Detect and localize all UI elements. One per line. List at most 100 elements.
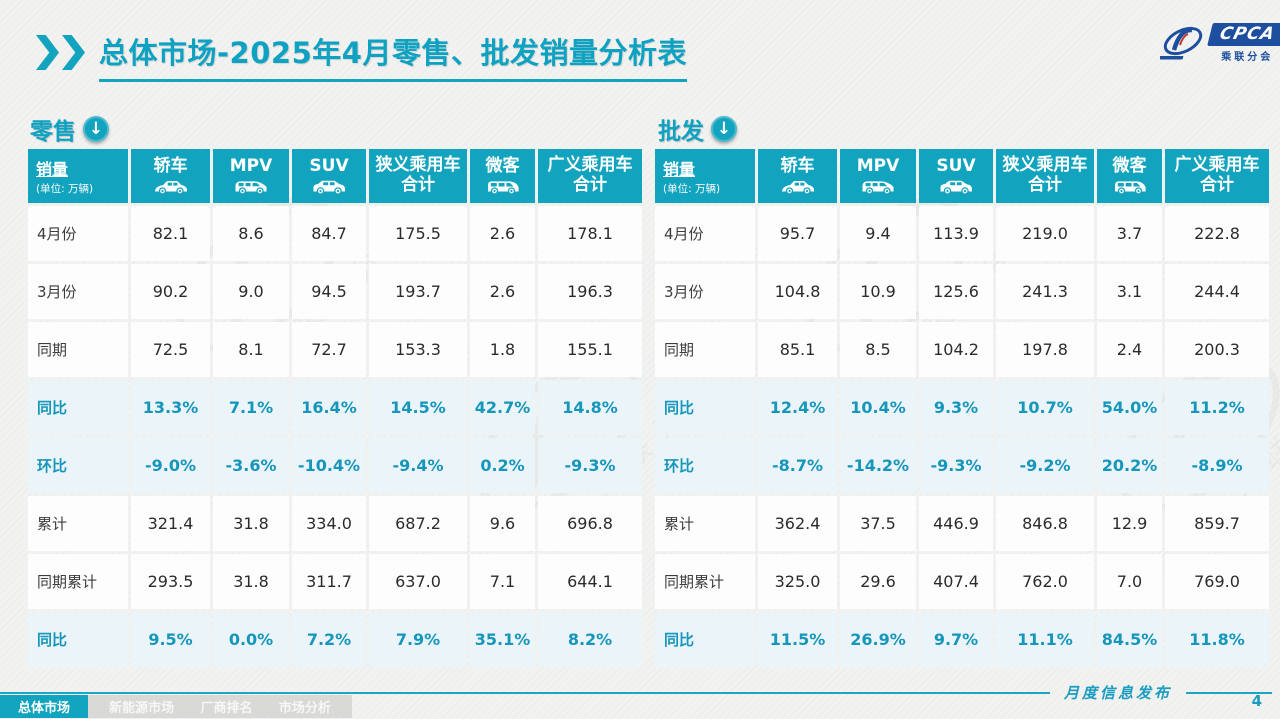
table-cell: 687.2 [369, 496, 467, 551]
table-cell: 14.8% [538, 380, 642, 435]
footer-rule-left [0, 691, 1050, 694]
table-cell: 155.1 [538, 322, 642, 377]
retail-header-row: 销量 (单位: 万辆) 轿车 MPV SUV 狭义乘用车 合计 微客 [28, 149, 642, 203]
table-cell: 362.4 [758, 496, 837, 551]
sedan-icon [780, 178, 816, 195]
table-cell: 3.7 [1097, 206, 1162, 261]
table-cell: 72.5 [131, 322, 210, 377]
table-cell: 11.5% [758, 612, 837, 667]
row-label: 同比 [28, 612, 128, 667]
sales-volume-header: 销量 (单位: 万辆) [28, 149, 128, 203]
table-cell: 95.7 [758, 206, 837, 261]
cpca-swoosh-icon [1160, 26, 1203, 60]
table-cell: 859.7 [1165, 496, 1269, 551]
row-label: 同期累计 [655, 554, 755, 609]
row-label: 累计 [28, 496, 128, 551]
table-cell: 26.9% [840, 612, 916, 667]
table-cell: 54.0% [1097, 380, 1162, 435]
tab-overall-market[interactable]: 总体市场 [0, 695, 88, 718]
table-row: 同比 9.5% 0.0% 7.2% 7.9% 35.1% 8.2% [28, 612, 642, 667]
table-cell: -9.3% [919, 438, 993, 493]
footer-rule: 月度信息发布 [0, 682, 1280, 703]
page-title-rest: -2025年4月零售、批发销量分析表 [217, 36, 687, 70]
table-row: 环比 -9.0% -3.6% -10.4% -9.4% 0.2% -9.3% [28, 438, 642, 493]
table-cell: 7.0 [1097, 554, 1162, 609]
retail-section-label: 零售 [30, 112, 109, 146]
tab-oem-ranking[interactable]: 厂商排名 [200, 701, 253, 716]
wholesale-section-title: 批发 [658, 119, 704, 145]
table-row: 同比 13.3% 7.1% 16.4% 14.5% 42.7% 14.8% [28, 380, 642, 435]
table-cell: 196.3 [538, 264, 642, 319]
row-label: 同比 [655, 380, 755, 435]
tab-nev-market[interactable]: 新能源市场 [109, 701, 175, 716]
table-cell: 219.0 [996, 206, 1094, 261]
column-header-sedan: 轿车 [131, 149, 210, 203]
table-cell: 222.8 [1165, 206, 1269, 261]
row-label: 累计 [655, 496, 755, 551]
row-label: 同期 [28, 322, 128, 377]
table-cell: 7.2% [292, 612, 366, 667]
table-cell: 72.7 [292, 322, 366, 377]
row-label: 同期 [655, 322, 755, 377]
table-cell: 7.9% [369, 612, 467, 667]
retail-section-title: 零售 [30, 119, 76, 145]
table-row: 累计 321.4 31.8 334.0 687.2 9.6 696.8 [28, 496, 642, 551]
column-header-sedan: 轿车 [758, 149, 837, 203]
table-cell: 10.4% [840, 380, 916, 435]
table-cell: 31.8 [213, 554, 289, 609]
table-cell: -9.2% [996, 438, 1094, 493]
table-cell: 84.7 [292, 206, 366, 261]
table-cell: 13.3% [131, 380, 210, 435]
table-cell: 10.7% [996, 380, 1094, 435]
mpv-icon [860, 178, 896, 195]
table-cell: 7.1 [470, 554, 535, 609]
table-cell: 125.6 [919, 264, 993, 319]
table-cell: 193.7 [369, 264, 467, 319]
chevron-right-icon [36, 35, 59, 70]
table-cell: -8.9% [1165, 438, 1269, 493]
table-row: 同期累计 293.5 31.8 311.7 637.0 7.1 644.1 [28, 554, 642, 609]
column-header-suv: SUV [919, 149, 993, 203]
column-header-narrow-pv-total: 狭义乘用车 合计 [369, 149, 467, 203]
table-cell: 311.7 [292, 554, 366, 609]
table-cell: 14.5% [369, 380, 467, 435]
table-row: 3月份 104.8 10.9 125.6 241.3 3.1 244.4 [655, 264, 1269, 319]
column-header-narrow-pv-total: 狭义乘用车 合计 [996, 149, 1094, 203]
table-cell: 37.5 [840, 496, 916, 551]
table-row: 4月份 95.7 9.4 113.9 219.0 3.7 222.8 [655, 206, 1269, 261]
table-cell: 696.8 [538, 496, 642, 551]
table-cell: 9.4 [840, 206, 916, 261]
table-cell: 9.7% [919, 612, 993, 667]
suv-icon [311, 178, 347, 195]
chevron-right-icon [62, 35, 85, 70]
table-row: 同比 11.5% 26.9% 9.7% 11.1% 84.5% 11.8% [655, 612, 1269, 667]
table-cell: 113.9 [919, 206, 993, 261]
table-cell: 20.2% [1097, 438, 1162, 493]
table-cell: -8.7% [758, 438, 837, 493]
page-title: 总体市场-2025年4月零售、批发销量分析表 [99, 30, 687, 82]
table-row: 同期 72.5 8.1 72.7 153.3 1.8 155.1 [28, 322, 642, 377]
wholesale-section-label: 批发 [658, 112, 737, 146]
table-cell: 94.5 [292, 264, 366, 319]
table-cell: 769.0 [1165, 554, 1269, 609]
table-cell: 85.1 [758, 322, 837, 377]
table-cell: 197.8 [996, 322, 1094, 377]
mpv-icon [233, 178, 269, 195]
table-cell: 42.7% [470, 380, 535, 435]
row-label: 环比 [28, 438, 128, 493]
table-row: 同比 12.4% 10.4% 9.3% 10.7% 54.0% 11.2% [655, 380, 1269, 435]
table-cell: 762.0 [996, 554, 1094, 609]
table-cell: 178.1 [538, 206, 642, 261]
table-cell: 244.4 [1165, 264, 1269, 319]
table-row: 环比 -8.7% -14.2% -9.3% -9.2% 20.2% -8.9% [655, 438, 1269, 493]
table-cell: 16.4% [292, 380, 366, 435]
table-cell: -9.3% [538, 438, 642, 493]
table-cell: 90.2 [131, 264, 210, 319]
column-header-mpv: MPV [840, 149, 916, 203]
tab-market-analysis[interactable]: 市场分析 [278, 701, 331, 716]
table-cell: -10.4% [292, 438, 366, 493]
table-cell: 0.0% [213, 612, 289, 667]
cpca-logo: CPCA 乘联分会 [1160, 22, 1280, 64]
table-cell: 35.1% [470, 612, 535, 667]
column-header-broad-pv-total: 广义乘用车 合计 [538, 149, 642, 203]
